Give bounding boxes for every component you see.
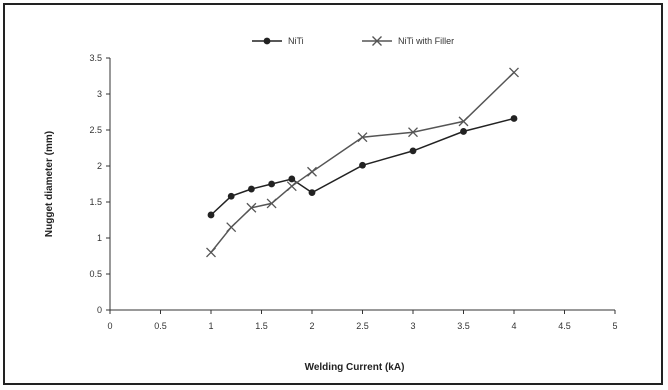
data-point-niti-with-filler xyxy=(206,247,216,258)
x-tick-label: 0 xyxy=(107,321,112,331)
legend-label-niti-with-filler: NiTi with Filler xyxy=(398,36,454,46)
x-tick-label: 4 xyxy=(511,321,516,331)
data-point-niti xyxy=(510,115,518,122)
x-tick-label: 3 xyxy=(410,321,415,331)
legend-x-marker xyxy=(372,36,382,46)
data-point-niti xyxy=(227,192,235,200)
y-tick-label: 3.5 xyxy=(89,53,102,63)
x-tick-label: 3.5 xyxy=(457,321,470,331)
y-tick-label: 2.5 xyxy=(89,125,102,135)
series-line-niti xyxy=(210,117,515,216)
x-ticks: 0 0.5 1 1.5 2 2.5 3 3.5 4 4.5 5 xyxy=(107,310,618,331)
chart-frame xyxy=(3,3,663,385)
data-point-niti xyxy=(460,128,467,135)
data-point-niti-with-filler xyxy=(357,132,368,143)
x-tick-label: 5 xyxy=(612,321,617,331)
data-point-niti-with-filler xyxy=(286,181,297,192)
data-point-niti xyxy=(207,211,215,219)
x-tick-label: 1 xyxy=(208,321,213,331)
data-point-niti-with-filler xyxy=(408,127,418,138)
x-tick-label: 4.5 xyxy=(558,321,571,331)
x-axis-label: Welding Current (kA) xyxy=(305,362,405,373)
data-point-niti-with-filler xyxy=(458,116,469,127)
y-tick-label: 2 xyxy=(97,161,102,171)
legend-marker-niti-with-filler xyxy=(372,36,382,46)
y-axis-label: Nugget diameter (mm) xyxy=(44,131,55,237)
x-tick-label: 0.5 xyxy=(154,321,167,331)
x-tick-label: 2 xyxy=(309,321,314,331)
y-tick-label: 0 xyxy=(97,305,102,315)
data-point-niti-with-filler xyxy=(509,67,519,78)
legend: NiTi NiTi with Filler xyxy=(252,36,454,46)
series-layer xyxy=(206,67,519,258)
data-point-niti xyxy=(268,180,275,188)
data-point-niti-with-filler xyxy=(246,202,257,213)
legend-marker-niti xyxy=(263,37,271,45)
data-point-niti-with-filler xyxy=(307,166,317,177)
legend-item-niti-with-filler: NiTi with Filler xyxy=(362,36,454,46)
y-tick-label: 1 xyxy=(97,233,102,243)
data-point-niti xyxy=(409,147,417,155)
data-point-niti xyxy=(359,161,366,169)
y-ticks: 0 0.5 1 1.5 2 2.5 3 3.5 xyxy=(89,53,110,315)
y-tick-label: 1.5 xyxy=(89,197,102,207)
legend-label-niti: NiTi xyxy=(288,36,304,46)
x-tick-label: 2.5 xyxy=(356,321,369,331)
y-tick-label: 3 xyxy=(97,89,102,99)
axes xyxy=(109,58,615,311)
data-point-niti xyxy=(288,175,296,183)
data-point-niti xyxy=(308,189,316,197)
x-tick-label: 1.5 xyxy=(255,321,268,331)
y-tick-label: 0.5 xyxy=(89,269,102,279)
data-point-niti-with-filler xyxy=(226,222,237,233)
series-line-niti-with-filler xyxy=(210,71,515,253)
legend-item-niti: NiTi xyxy=(252,36,304,46)
data-point-niti xyxy=(248,185,255,193)
data-point-niti-with-filler xyxy=(266,198,277,209)
